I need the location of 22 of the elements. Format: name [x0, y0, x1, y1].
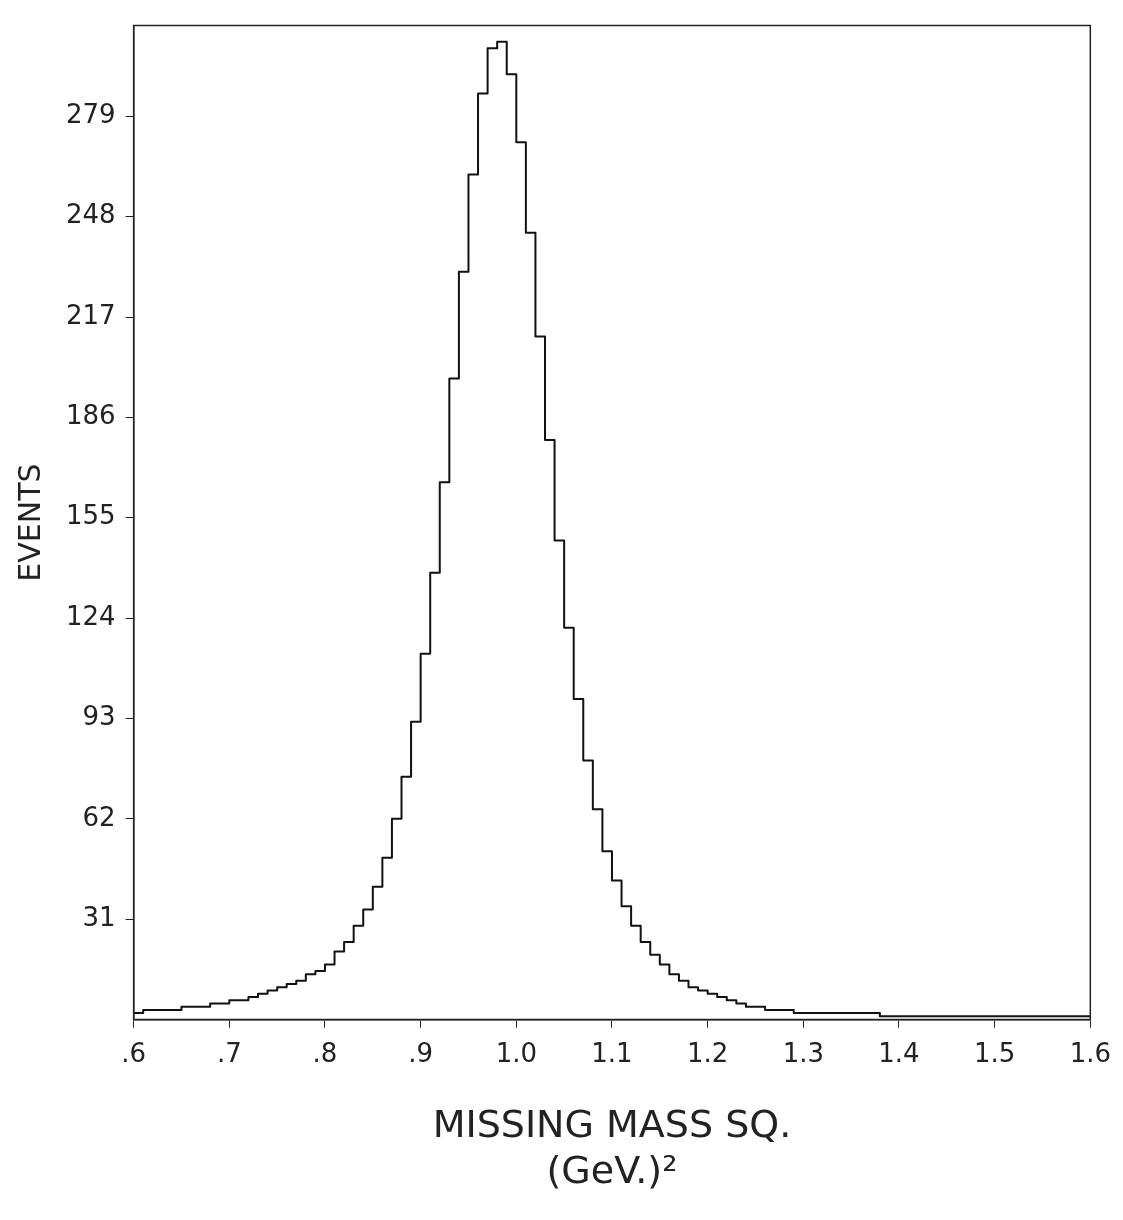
x-tick-label: .7 — [216, 1037, 242, 1068]
y-tick-label: 31 — [82, 901, 116, 932]
y-tick-label: 62 — [82, 801, 116, 832]
y-tick-label: 217 — [65, 299, 116, 330]
y-axis-title: EVENTS — [11, 463, 47, 582]
y-tick-label: 279 — [65, 99, 116, 130]
x-tick-label: 1.4 — [878, 1037, 920, 1068]
y-tick-label: 248 — [65, 199, 116, 230]
x-tick-label: 1.3 — [782, 1037, 824, 1068]
y-tick-label: 124 — [65, 600, 116, 631]
x-tick-label: 1.1 — [591, 1037, 633, 1068]
x-tick-label: .8 — [312, 1037, 338, 1068]
x-tick-label: .6 — [121, 1037, 147, 1068]
x-tick-label: 1.2 — [686, 1037, 729, 1068]
y-tick-label: 155 — [65, 500, 116, 531]
x-axis-title: MISSING MASS SQ. (GeV.)² — [432, 1102, 792, 1193]
x-tick-label: 1.0 — [495, 1037, 537, 1068]
x-tick-label: 1.6 — [1069, 1037, 1112, 1068]
x-tick-label: 1.5 — [973, 1037, 1016, 1068]
x-tick-label: .9 — [408, 1037, 434, 1068]
y-tick-label: 93 — [82, 701, 116, 732]
y-tick-label: 186 — [65, 400, 116, 431]
